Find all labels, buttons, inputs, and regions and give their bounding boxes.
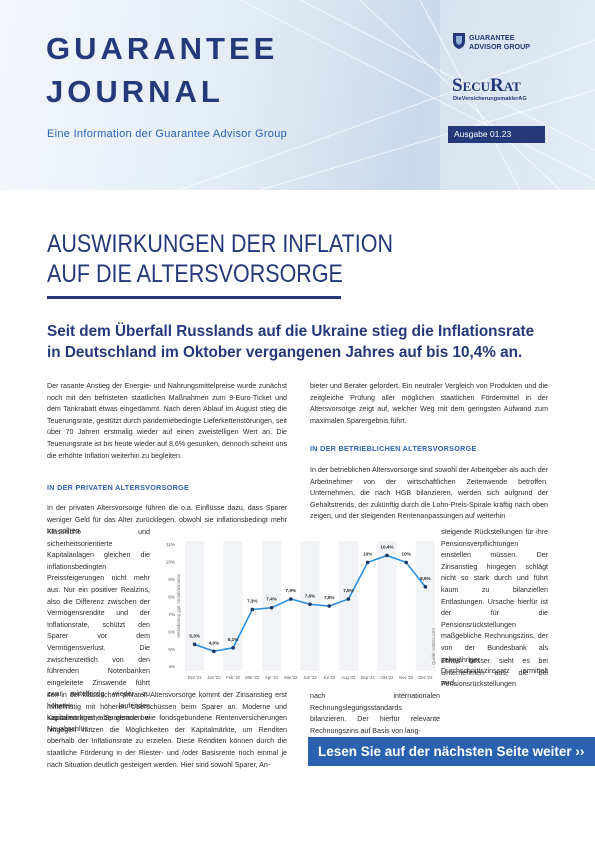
data-label: 10% — [363, 551, 372, 556]
column-band — [415, 541, 435, 671]
journal-subtitle: Eine Information der Guarantee Advisor G… — [47, 128, 288, 140]
logo-shield — [453, 33, 465, 49]
data-label: 7,5% — [324, 595, 334, 600]
data-label: 5,3% — [189, 633, 199, 638]
lead: Seit dem Überfall Russlands auf die Ukra… — [47, 323, 535, 340]
paragraph: Klassische und sicherheitsorientierte Ka… — [47, 528, 150, 734]
y-tick-label: 7% — [168, 612, 175, 617]
issue-box: Ausgabe 01.23 — [448, 126, 545, 143]
y-tick-label: 5% — [168, 647, 175, 652]
column-band — [185, 541, 205, 671]
journal-title: JOURNAL — [46, 74, 224, 109]
continue-banner[interactable]: Lesen Sie auf der nächsten Seite weiter … — [308, 737, 595, 766]
x-tick-label: Jul '22 — [323, 675, 336, 680]
y-tick-label: 8% — [168, 595, 175, 600]
header-band — [0, 0, 595, 190]
paragraph: bieter und Berater gefordert. Ein neutra… — [310, 382, 548, 425]
column-band — [338, 541, 359, 671]
paragraph: In der betrieblichen Altersvorsorge sind… — [310, 466, 548, 521]
x-tick-label: Mai '22 — [284, 675, 298, 680]
data-point — [308, 602, 312, 607]
x-tick-label: Dez '21 — [188, 675, 203, 680]
data-point — [385, 553, 389, 558]
data-point — [404, 560, 408, 565]
data-label: 10% — [402, 551, 411, 556]
section-heading: IN DER BETRIEBLICHEN ALTERSVORSORGE — [310, 444, 477, 453]
header-decoration — [179, 0, 595, 190]
x-tick-label: Jun '22 — [303, 675, 317, 680]
data-point — [365, 560, 370, 565]
data-point — [192, 642, 197, 647]
data-label: 7,4% — [266, 597, 276, 602]
logo-tagline: DieVersicherungsmaklerAG — [453, 96, 527, 102]
data-point — [250, 607, 255, 612]
y-tick-label: 11% — [166, 542, 175, 547]
logo-securat: SecuRat — [452, 75, 521, 96]
x-tick-label: Apr '22 — [265, 675, 279, 680]
y-tick-label: 10% — [166, 560, 175, 565]
data-point — [212, 649, 216, 654]
x-tick-label: Okt '22 — [380, 675, 394, 680]
data-point — [288, 597, 293, 601]
lead: in Deutschland im Oktober vergangenen Ja… — [47, 344, 523, 361]
data-point — [269, 605, 274, 610]
data-label: 10,4% — [380, 544, 393, 549]
y-axis-title: Veränderung ggü. Vorjahresmonat — [176, 573, 181, 638]
data-point — [346, 597, 351, 601]
logo-group: GUARANTEE ADVISOR GROUP — [469, 33, 531, 51]
x-tick-label: Jan '22 — [207, 675, 221, 680]
chart: 4% 5% 6% 7% 8% 9% 10% 11% Veränderung ggü. Vorja… — [153, 533, 439, 690]
source: Quelle: statista.com — [431, 628, 436, 665]
data-point — [231, 646, 235, 650]
y-tick-label: 9% — [168, 577, 175, 582]
article-title: AUSWIRKUNGEN DER INFLATION — [47, 230, 394, 258]
x-tick-label: Feb '22 — [226, 675, 241, 680]
data-point — [327, 604, 332, 608]
data-label: 7,3% — [247, 598, 257, 603]
paragraph: nach internationalen Rechnungslegungssta… — [310, 692, 440, 735]
column-band — [377, 541, 397, 671]
data-label: 8,6% — [420, 576, 430, 581]
data-label: 5,1% — [228, 637, 238, 642]
paragraph: sen in der klassischen privaten Altersvo… — [47, 691, 287, 769]
data-label: 7,9% — [343, 588, 353, 593]
data-label: 4,9% — [209, 640, 219, 645]
x-tick-label: Mär '22 — [245, 675, 260, 680]
data-point — [423, 585, 428, 589]
data-label: 7,9% — [286, 588, 296, 593]
title-rule — [47, 296, 341, 299]
paragraph: In der privaten Altersvorsorge führen di… — [47, 504, 287, 536]
x-tick-label: Aug '22 — [341, 675, 356, 680]
section-heading: IN DER PRIVATEN ALTERSVORSORGE — [47, 483, 190, 492]
y-tick-label: 6% — [168, 629, 175, 634]
y-tick-label: 4% — [168, 664, 175, 669]
paragraph: steigende Rückstellungen für ihre Pensio… — [441, 528, 548, 687]
issue: Ausgabe 01.23 — [454, 129, 512, 139]
column-band — [223, 541, 243, 671]
x-tick-label: Sep '22 — [361, 675, 376, 680]
logo-text: ADVISOR GROUP — [469, 41, 531, 51]
x-tick-label: Nov '22 — [399, 675, 414, 680]
article-title: AUF DIE ALTERSVORSORGE — [47, 260, 343, 288]
paragraph: Etwas besser sieht es bei Unternehmen au… — [441, 657, 548, 689]
continue-link[interactable]: Lesen Sie auf der nächsten Seite weiter … — [318, 744, 585, 759]
logo-text: GUARANTEE — [469, 33, 515, 42]
paragraph: Der rasante Anstieg der Energie- und Nah… — [47, 382, 287, 460]
x-tick-label: Dez '22 — [418, 675, 433, 680]
journal-title: GUARANTEE — [46, 31, 279, 66]
data-label: 7,6% — [305, 593, 315, 598]
